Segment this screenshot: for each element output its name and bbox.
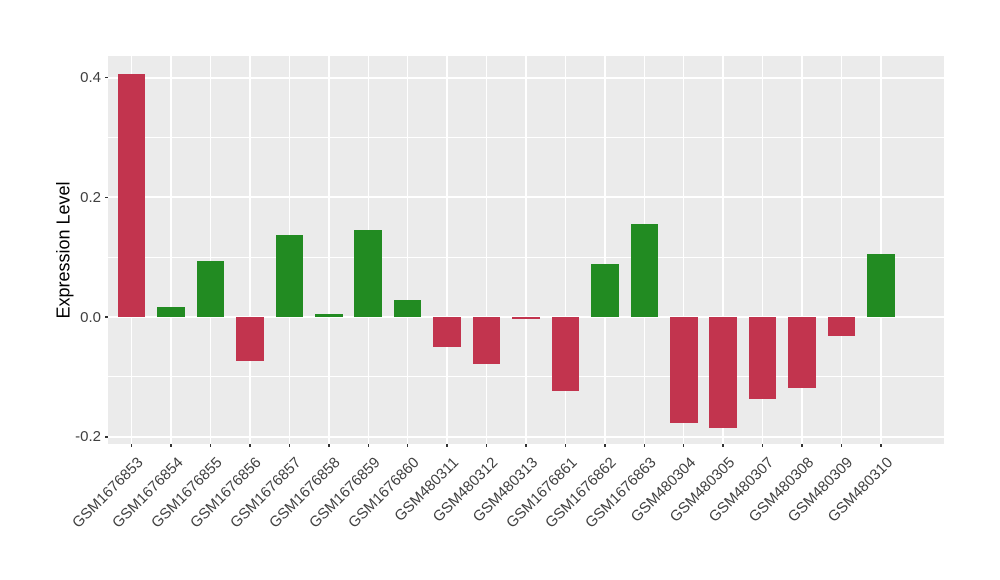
y-tick-label: 0.4	[80, 69, 101, 87]
gridline-vertical	[880, 56, 882, 444]
bar-GSM480305	[709, 317, 737, 429]
bar-GSM480304	[669, 317, 698, 424]
bar-GSM1676855	[196, 260, 225, 318]
y-tick-mark	[105, 316, 108, 318]
gridline-vertical	[801, 56, 803, 444]
bar-GSM480312	[472, 317, 501, 365]
gridline-vertical	[209, 56, 212, 444]
x-tick-mark	[446, 444, 448, 447]
gridline-vertical	[761, 56, 764, 444]
x-tick-mark	[288, 444, 291, 447]
gridline-vertical	[604, 56, 606, 444]
gridline-vertical	[446, 56, 448, 444]
x-tick-mark	[682, 444, 685, 447]
x-tick-mark	[840, 444, 843, 447]
bar-GSM480308	[788, 317, 816, 389]
y-tick-label: 0.2	[80, 188, 101, 206]
gridline-vertical	[485, 56, 488, 444]
x-tick-mark	[564, 444, 567, 447]
x-tick-mark	[761, 444, 764, 447]
x-tick-mark	[249, 444, 251, 447]
bar-GSM1676857	[275, 235, 304, 318]
gridline-vertical	[525, 56, 527, 444]
bar-GSM1676860	[393, 299, 422, 318]
gridline-vertical	[840, 56, 843, 444]
gridline-vertical	[406, 56, 409, 444]
x-tick-mark	[801, 444, 803, 447]
y-tick-label: -0.2	[75, 428, 101, 446]
x-tick-mark	[170, 444, 172, 447]
x-tick-mark	[328, 444, 330, 447]
gridline-vertical	[682, 56, 685, 444]
x-tick-mark	[406, 444, 409, 447]
x-tick-mark	[209, 444, 212, 447]
x-tick-mark	[880, 444, 882, 447]
plot-panel	[108, 56, 944, 444]
x-tick-mark	[722, 444, 724, 447]
gridline-vertical	[249, 56, 251, 444]
bar-GSM480311	[433, 317, 461, 347]
bar-GSM480313	[512, 317, 540, 320]
x-tick-mark	[367, 444, 369, 447]
bar-GSM480310	[867, 253, 895, 318]
bar-GSM1676861	[551, 317, 580, 391]
gridline-vertical	[328, 56, 330, 444]
y-tick-mark	[105, 436, 108, 438]
bar-GSM1676862	[591, 264, 619, 318]
bar-GSM1676854	[157, 307, 185, 318]
x-tick-mark	[525, 444, 527, 447]
x-tick-mark	[604, 444, 606, 447]
x-tick-mark	[485, 444, 488, 447]
gridline-vertical	[722, 56, 724, 444]
gridline-vertical	[564, 56, 567, 444]
y-tick-mark	[105, 76, 108, 79]
gridline-vertical	[170, 56, 172, 444]
bar-GSM480309	[827, 317, 856, 336]
x-tick-mark	[643, 444, 646, 447]
bar-GSM1676858	[315, 314, 343, 318]
x-tick-mark	[130, 444, 133, 447]
bar-GSM480307	[748, 317, 777, 400]
bar-GSM1676859	[354, 230, 383, 318]
y-tick-label: 0.0	[80, 308, 101, 326]
y-tick-mark	[105, 196, 108, 199]
bar-GSM1676856	[236, 317, 264, 361]
bar-GSM1676853	[117, 73, 146, 318]
bar-GSM1676863	[630, 224, 659, 318]
